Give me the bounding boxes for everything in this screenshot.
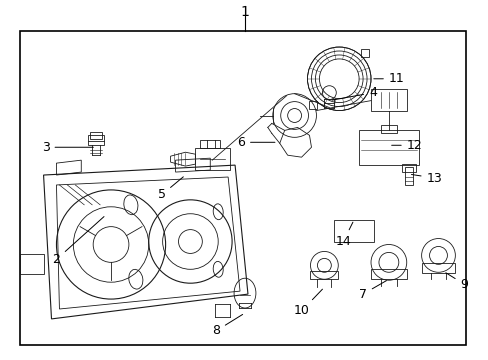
Bar	[200, 140, 220, 148]
Text: 9: 9	[445, 273, 467, 291]
Text: 5: 5	[157, 177, 183, 201]
Bar	[90, 132, 102, 139]
Text: 2: 2	[52, 217, 104, 266]
Bar	[309, 101, 317, 109]
Bar	[370, 269, 406, 279]
Text: 7: 7	[358, 280, 386, 301]
Bar	[421, 264, 454, 273]
Bar	[370, 89, 406, 111]
Text: 8: 8	[212, 314, 242, 337]
Text: 14: 14	[335, 222, 352, 248]
Bar	[358, 130, 418, 165]
Bar	[401, 164, 415, 172]
Bar	[361, 49, 368, 57]
Bar	[195, 148, 230, 170]
Bar	[310, 271, 338, 279]
Bar	[404, 167, 412, 185]
Text: 10: 10	[293, 289, 322, 318]
Bar	[334, 220, 373, 242]
Text: 4: 4	[331, 86, 376, 100]
Bar	[88, 135, 104, 145]
Bar	[380, 125, 396, 133]
Text: 3: 3	[41, 141, 93, 154]
Text: 12: 12	[391, 139, 422, 152]
Bar	[20, 31, 466, 345]
Text: 11: 11	[373, 72, 404, 85]
Text: 6: 6	[237, 136, 274, 149]
Text: 1: 1	[240, 5, 249, 19]
Text: 13: 13	[410, 171, 442, 185]
